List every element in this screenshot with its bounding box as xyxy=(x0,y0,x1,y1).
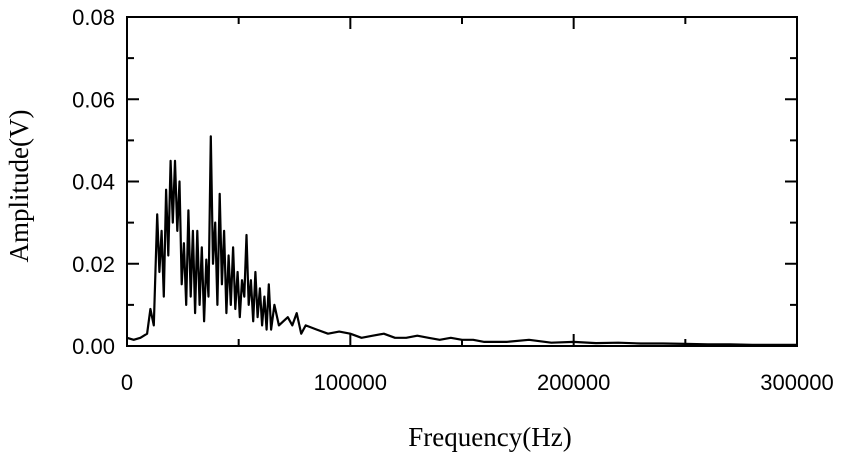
series-line-0 xyxy=(126,135,797,346)
x-tick-label: 300000 xyxy=(760,370,833,395)
y-tick-label: 0.06 xyxy=(72,87,115,112)
y-tick-label: 0.02 xyxy=(72,252,115,277)
y-tick-label: 0.00 xyxy=(72,334,115,359)
axis-ticks xyxy=(126,16,798,347)
axis-tick-labels: 0 100000 200000 300000 0.00 0.02 0.04 0.06 0.08 xyxy=(72,5,834,395)
x-axis-label: Frequency(Hz) xyxy=(408,422,571,452)
x-tick-label: 100000 xyxy=(314,370,387,395)
x-tick-label: 200000 xyxy=(537,370,610,395)
y-axis-label: Amplitude(V) xyxy=(4,110,34,263)
y-tick-label: 0.04 xyxy=(72,170,115,195)
y-tick-label: 0.08 xyxy=(72,5,115,30)
x-tick-label: 0 xyxy=(121,370,133,395)
plot-marks xyxy=(126,135,797,346)
